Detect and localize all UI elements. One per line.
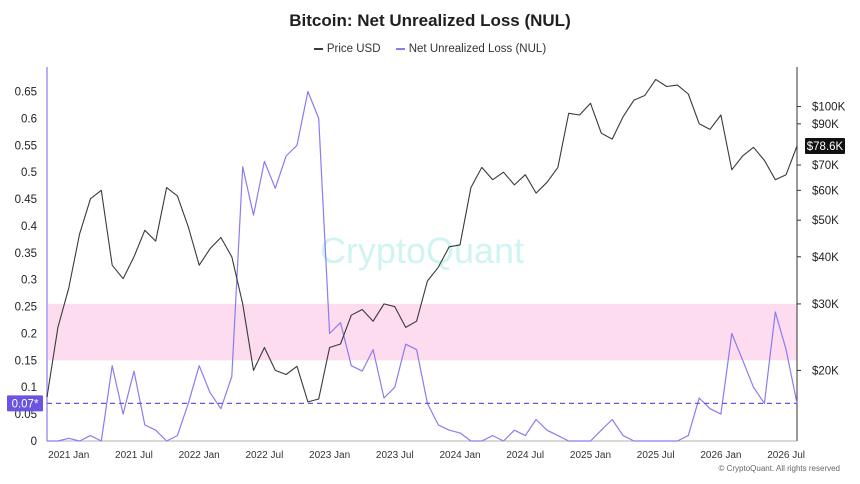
legend-label-price: Price USD: [326, 43, 381, 55]
y-right-tick-label: $70K: [812, 160, 839, 172]
x-tick-label: 2026 Jul: [767, 450, 805, 461]
legend: Price USD Net Unrealized Loss (NUL): [0, 41, 860, 55]
x-tick-label: 2023 Jul: [376, 450, 414, 461]
y-left-tick-label: 0.15: [15, 355, 37, 367]
nul-band: [47, 303, 797, 361]
copyright-text: © CryptoQuant. All rights reserved: [718, 464, 841, 473]
reference-label-text: 0.07*: [12, 398, 39, 410]
y-left-tick-label: 0.2: [21, 328, 37, 340]
y-left-tick-label: 0.6: [21, 113, 37, 125]
y-left-tick-label: 0.25: [15, 302, 37, 314]
x-tick-label: 2022 Jan: [179, 450, 220, 461]
x-tick-label: 2023 Jan: [309, 450, 350, 461]
y-left-tick-label: 0: [31, 436, 37, 448]
legend-item-price[interactable]: Price USD: [313, 43, 381, 55]
y-right-tick-label: $30K: [812, 299, 839, 311]
x-tick-label: 2024 Jan: [439, 450, 480, 461]
y-right-tick-label: $60K: [812, 185, 839, 197]
x-tick-label: 2024 Jul: [506, 450, 544, 461]
x-tick-label: 2025 Jan: [570, 450, 611, 461]
y-left-tick-label: 0.55: [15, 140, 37, 152]
y-right-tick-label: $40K: [812, 252, 839, 264]
y-left-tick-label: 0.4: [21, 221, 38, 233]
y-left-tick-label: 0.65: [15, 87, 37, 99]
y-left-tick-label: 0.3: [21, 275, 37, 287]
chart-title: Bitcoin: Net Unrealized Loss (NUL): [289, 11, 571, 30]
y-right-tick-label: $90K: [812, 119, 839, 131]
y-left-tick-label: 0.45: [15, 194, 37, 206]
y-left-tick-label: 0.05: [15, 409, 37, 421]
x-tick-label: 2021 Jan: [48, 450, 89, 461]
y-left-tick-label: 0.35: [15, 248, 37, 260]
current-price-box: [805, 138, 845, 155]
y-right-tick-label: $50K: [812, 215, 839, 227]
price-series-line: [46, 78, 798, 403]
y-right-tick-label: $20K: [812, 365, 839, 377]
legend-item-nul[interactable]: Net Unrealized Loss (NUL): [395, 43, 547, 55]
y-left-tick-label: 0.1: [21, 382, 37, 394]
legend-swatch-nul: [395, 48, 405, 50]
y-right-tick-label: $100K: [812, 102, 846, 114]
legend-label-nul: Net Unrealized Loss (NUL): [408, 43, 547, 55]
x-tick-label: 2022 Jul: [245, 450, 283, 461]
x-tick-label: 2025 Jul: [637, 450, 675, 461]
watermark-text: CryptoQuant: [320, 230, 524, 271]
current-price-label: $78.6K: [807, 141, 844, 153]
reference-label-box: [7, 395, 43, 412]
legend-swatch-price: [313, 48, 323, 50]
x-tick-label: 2026 Jan: [700, 450, 741, 461]
nul-series-line: [47, 90, 798, 442]
x-tick-label: 2021 Jul: [115, 450, 153, 461]
y-left-tick-label: 0.5: [21, 167, 37, 179]
